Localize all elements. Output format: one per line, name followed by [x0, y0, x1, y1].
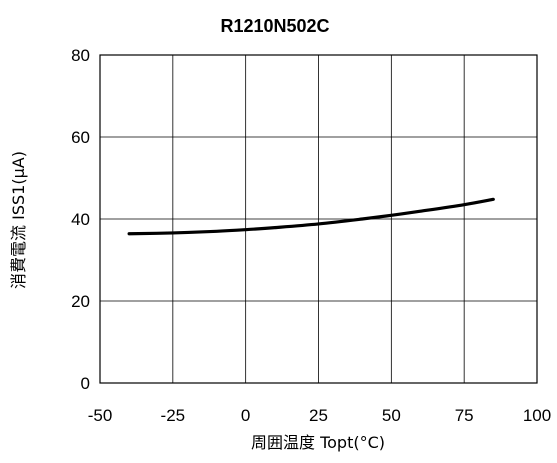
y-tick-label: 0: [81, 374, 90, 393]
chart-title: R1210N502C: [220, 16, 329, 36]
x-tick-label: 100: [523, 406, 551, 425]
y-tick-label: 60: [71, 128, 90, 147]
y-tick-label: 80: [71, 46, 90, 65]
y-tick-label: 40: [71, 210, 90, 229]
series-layer: [127, 197, 495, 236]
x-tick-label: 0: [241, 406, 250, 425]
x-axis-label: 周囲温度 Topt(°C): [251, 433, 385, 452]
y-tick-label: 20: [71, 292, 90, 311]
y-tick-labels: 0 20 40 60 80: [71, 46, 90, 393]
grid: [99, 54, 538, 384]
y-axis-label: 消費電流 ISS1(µA): [9, 151, 28, 289]
x-tick-label: -50: [88, 406, 113, 425]
x-tick-label: 25: [309, 406, 328, 425]
x-tick-label: 75: [455, 406, 474, 425]
x-tick-label: -25: [161, 406, 186, 425]
series-line-0: [127, 197, 495, 236]
x-tick-labels: -50 -25 0 25 50 75 100: [88, 406, 551, 425]
x-tick-label: 50: [382, 406, 401, 425]
plot-frame: [99, 54, 538, 384]
